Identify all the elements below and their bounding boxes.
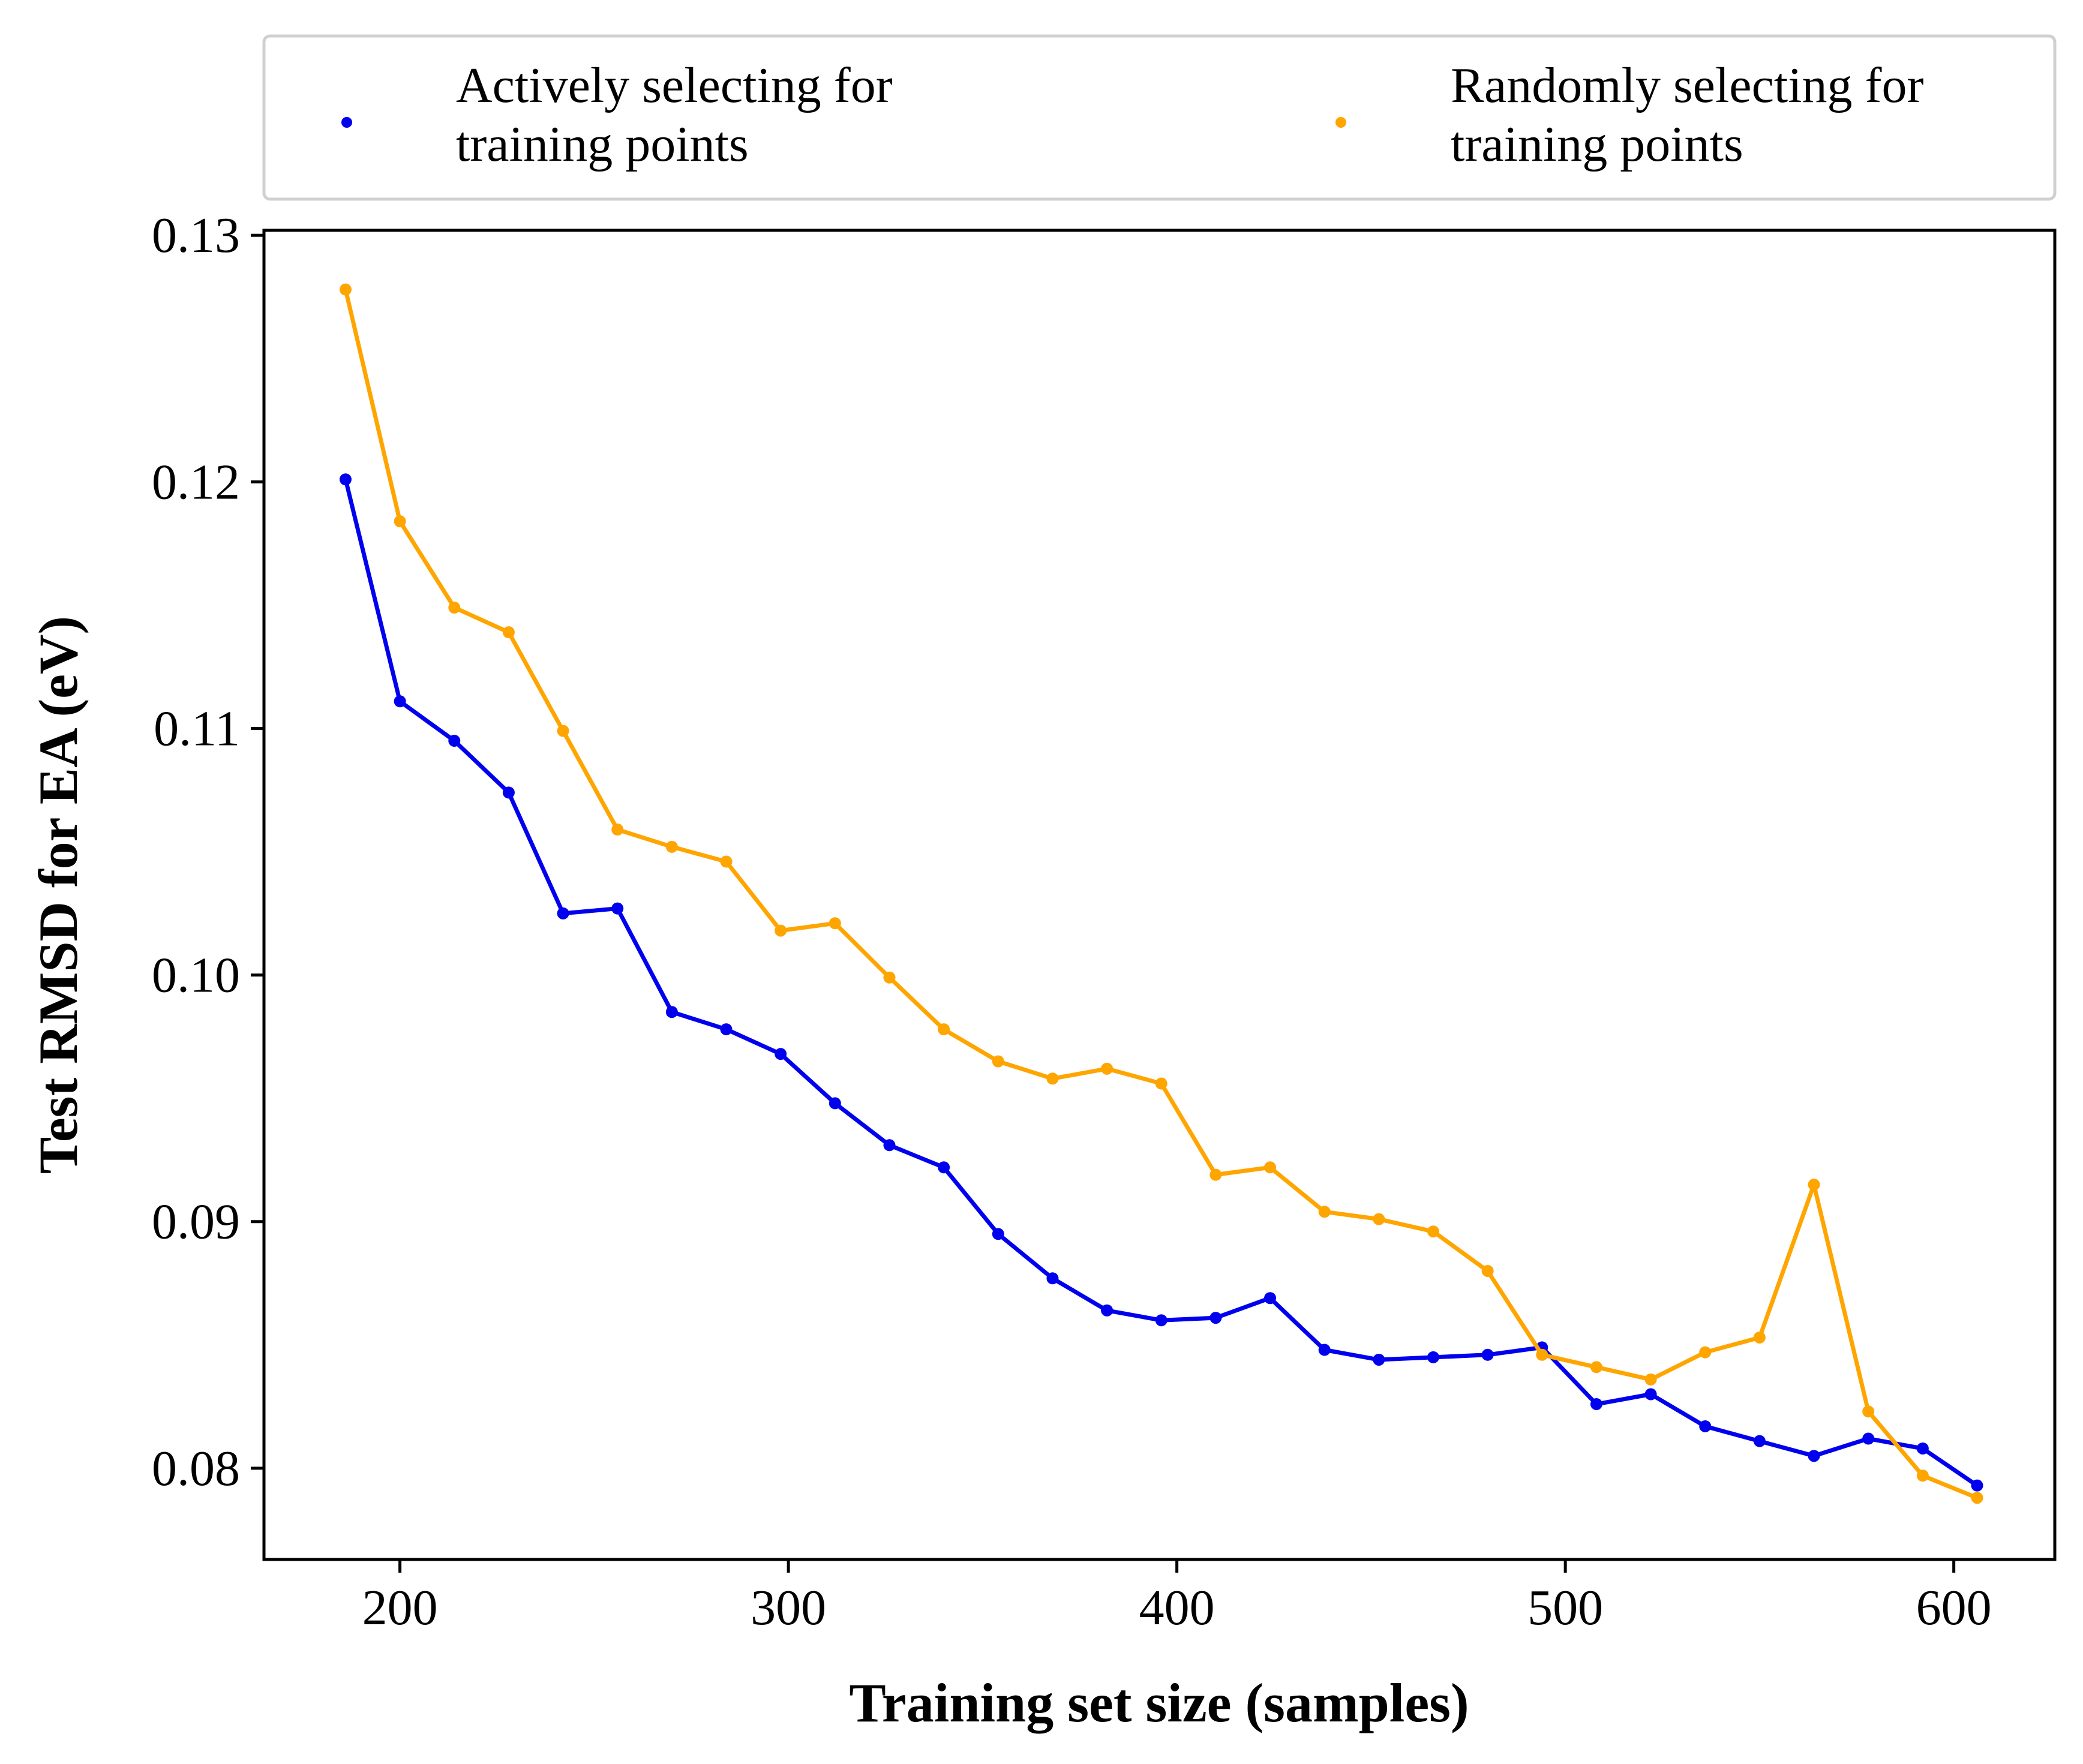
- data-point: [1536, 1348, 1548, 1361]
- data-point: [1101, 1304, 1113, 1317]
- data-point: [992, 1228, 1004, 1240]
- x-tick-label: 600: [1916, 1580, 1992, 1636]
- data-point: [720, 1023, 733, 1036]
- data-point: [720, 855, 733, 868]
- data-point: [1264, 1161, 1277, 1174]
- x-tick-label: 500: [1527, 1580, 1603, 1636]
- plot-frame: [262, 229, 2057, 1561]
- data-point: [1644, 1388, 1657, 1401]
- data-point: [448, 602, 461, 614]
- data-point: [1862, 1405, 1875, 1418]
- data-point: [1264, 1292, 1277, 1305]
- data-point: [611, 902, 624, 915]
- data-point: [992, 1055, 1004, 1068]
- data-point: [883, 1139, 896, 1152]
- data-point: [1481, 1348, 1494, 1361]
- data-point: [502, 786, 515, 799]
- data-point: [1753, 1331, 1766, 1344]
- y-tick-label: 0.13: [152, 208, 240, 263]
- data-point: [1644, 1373, 1657, 1386]
- data-point: [775, 924, 787, 937]
- data-point: [557, 907, 569, 919]
- data-point: [1155, 1314, 1167, 1327]
- data-point: [1101, 1062, 1113, 1075]
- y-tick-label: 0.12: [152, 454, 240, 510]
- data-point: [665, 1006, 678, 1018]
- x-axis: 200 300 400 500 600: [362, 1559, 1992, 1636]
- series-active: [339, 473, 1983, 1492]
- data-point: [938, 1161, 950, 1174]
- data-point: [1808, 1179, 1820, 1191]
- y-tick-label: 0.08: [152, 1441, 240, 1496]
- legend-marker-random: [1335, 117, 1346, 128]
- data-point: [394, 515, 406, 528]
- data-point: [1155, 1077, 1167, 1090]
- data-point: [1209, 1168, 1222, 1181]
- data-point: [502, 626, 515, 639]
- data-point: [1699, 1346, 1712, 1359]
- y-tick-label: 0.09: [152, 1194, 240, 1250]
- data-point: [1373, 1353, 1385, 1366]
- data-point: [1808, 1450, 1820, 1462]
- y-axis-title: Test RMSD for EA (eV): [28, 616, 89, 1174]
- legend-marker-active: [341, 117, 352, 128]
- data-point: [394, 695, 406, 708]
- data-point: [1862, 1432, 1875, 1445]
- data-point: [1699, 1420, 1712, 1432]
- legend-label-active-line1: Actively selecting for: [456, 58, 893, 113]
- data-point: [1481, 1264, 1494, 1277]
- data-point: [829, 1097, 841, 1110]
- data-point: [1971, 1492, 1983, 1504]
- data-point: [1318, 1344, 1331, 1356]
- data-point: [339, 283, 352, 296]
- legend: Actively selecting for training points R…: [262, 34, 2057, 201]
- y-tick-label: 0.10: [152, 948, 240, 1003]
- data-point: [1590, 1361, 1602, 1374]
- legend-frame: [262, 34, 2057, 201]
- data-point: [1318, 1206, 1331, 1218]
- legend-label-random-line1: Randomly selecting for: [1451, 58, 1924, 113]
- data-point: [448, 735, 461, 747]
- x-axis-title: Training set size (samples): [849, 1672, 1469, 1733]
- legend-label-active-line2: training points: [456, 116, 749, 172]
- x-tick-label: 400: [1139, 1580, 1215, 1636]
- data-point: [1916, 1470, 1929, 1482]
- x-tick-label: 200: [362, 1580, 438, 1636]
- data-point: [665, 840, 678, 853]
- y-axis: 0.08 0.09 0.10 0.11 0.12 0.13: [152, 208, 264, 1496]
- series-line: [343, 477, 1979, 1488]
- legend-label-random-line2: training points: [1451, 116, 1743, 172]
- data-point: [938, 1023, 950, 1036]
- data-point: [1427, 1225, 1439, 1238]
- series-random: [339, 283, 1983, 1504]
- data-point: [1046, 1272, 1059, 1285]
- data-point: [1916, 1442, 1929, 1455]
- data-point: [775, 1048, 787, 1060]
- data-point: [1427, 1351, 1439, 1363]
- data-point: [829, 917, 841, 930]
- data-point: [1373, 1213, 1385, 1225]
- data-point: [1046, 1072, 1059, 1085]
- data-point: [883, 971, 896, 984]
- data-point: [1209, 1312, 1222, 1324]
- x-tick-label: 300: [751, 1580, 826, 1636]
- data-point: [557, 725, 569, 737]
- data-point: [611, 824, 624, 836]
- data-point: [1971, 1479, 1983, 1492]
- data-point: [339, 473, 352, 486]
- series-layer: [339, 283, 1983, 1504]
- data-point: [1590, 1398, 1602, 1410]
- y-tick-label: 0.11: [154, 701, 240, 756]
- data-point: [1753, 1435, 1766, 1447]
